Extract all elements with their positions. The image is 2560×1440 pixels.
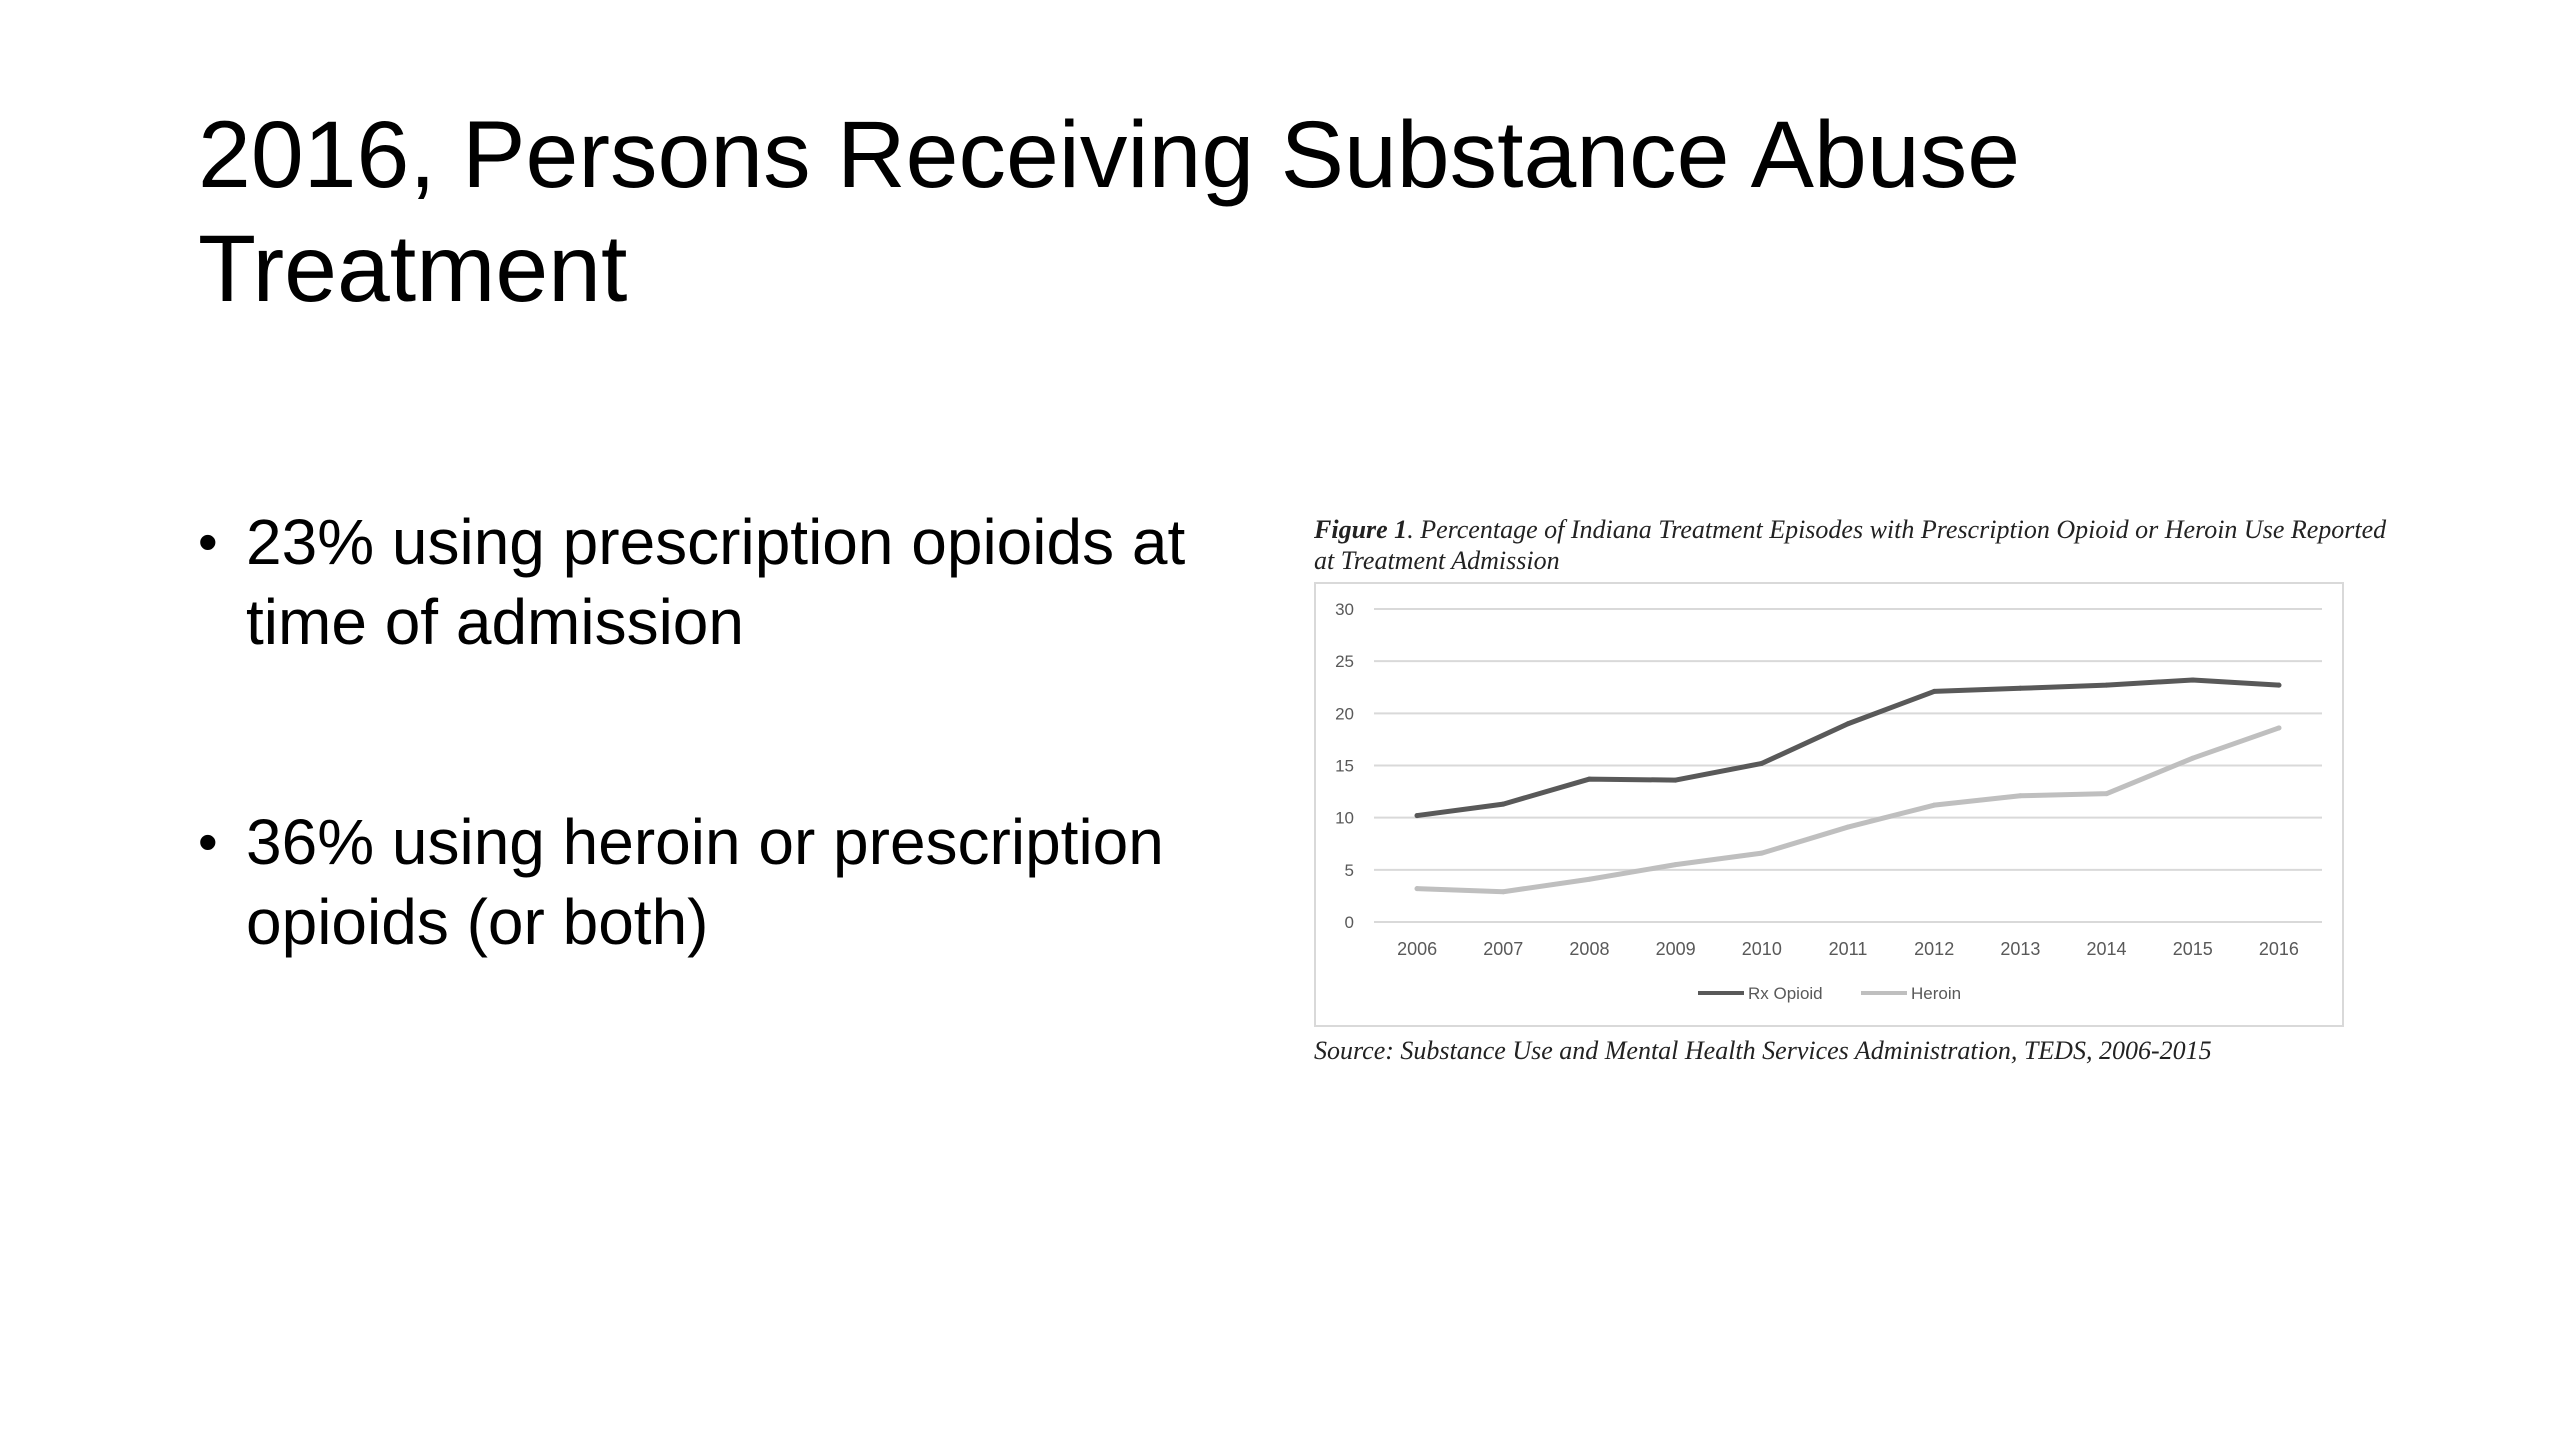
x-tick-label: 2015 — [2173, 939, 2213, 959]
x-tick-label: 2006 — [1397, 939, 1437, 959]
y-tick-label: 5 — [1345, 861, 1354, 880]
y-tick-label: 30 — [1335, 600, 1354, 619]
bullet-icon: • — [198, 810, 218, 873]
figure-caption: Figure 1. Percentage of Indiana Treatmen… — [1314, 514, 2404, 576]
legend-label: Rx Opioid — [1748, 984, 1823, 1003]
data-point — [1500, 801, 1506, 807]
x-tick-label: 2014 — [2087, 939, 2127, 959]
bullet-text: 23% using prescription opioids at time o… — [246, 506, 1186, 658]
data-point — [2190, 677, 2196, 683]
data-point — [1931, 688, 1937, 694]
x-tick-label: 2009 — [1656, 939, 1696, 959]
data-point — [1414, 813, 1420, 819]
slide-title: 2016, Persons Receiving Substance Abuse … — [198, 102, 2021, 322]
x-tick-label: 2011 — [1829, 939, 1868, 959]
data-point — [2017, 793, 2023, 799]
x-tick-label: 2008 — [1569, 939, 1609, 959]
bullet-item: • 36% using heroin or prescription opioi… — [198, 802, 1258, 962]
bullet-list: • 23% using prescription opioids at time… — [198, 502, 1258, 962]
data-point — [2104, 791, 2110, 797]
legend-label: Heroin — [1911, 984, 1961, 1003]
x-tick-label: 2010 — [1742, 939, 1782, 959]
data-point — [2190, 755, 2196, 761]
data-point — [2017, 685, 2023, 691]
data-point — [2276, 725, 2282, 731]
data-point — [2104, 682, 2110, 688]
data-point — [1414, 886, 1420, 892]
figure: Figure 1. Percentage of Indiana Treatmen… — [1314, 514, 2404, 1066]
y-tick-label: 15 — [1335, 757, 1354, 776]
bullet-icon: • — [198, 510, 218, 573]
data-point — [1931, 802, 1937, 808]
data-point — [1586, 776, 1592, 782]
series-line-rx-opioid — [1414, 677, 2282, 819]
data-point — [1845, 824, 1851, 830]
y-tick-label: 10 — [1335, 809, 1354, 828]
x-tick-label: 2013 — [2000, 939, 2040, 959]
figure-caption-label: Figure 1 — [1314, 515, 1408, 544]
series-line-heroin — [1414, 725, 2282, 895]
x-tick-label: 2012 — [1914, 939, 1954, 959]
x-tick-label: 2007 — [1483, 939, 1523, 959]
data-point — [1673, 777, 1679, 783]
data-point — [1586, 876, 1592, 882]
bullet-text: 36% using heroin or prescription opioids… — [246, 806, 1164, 958]
y-tick-label: 0 — [1345, 913, 1354, 932]
figure-caption-text: . Percentage of Indiana Treatment Episod… — [1314, 515, 2387, 575]
bullet-item: • 23% using prescription opioids at time… — [198, 502, 1258, 662]
data-point — [1673, 862, 1679, 868]
data-point — [1759, 850, 1765, 856]
data-point — [1845, 721, 1851, 727]
figure-source: Source: Substance Use and Mental Health … — [1314, 1036, 2212, 1065]
chart-frame: 0 5 10 15 20 25 30 2006 2007 2008 2009 2010 2011 2012… — [1314, 582, 2344, 1027]
x-tick-label: 2016 — [2259, 939, 2299, 959]
data-point — [2276, 682, 2282, 688]
data-point — [1759, 760, 1765, 766]
y-tick-label: 25 — [1335, 652, 1354, 671]
y-tick-label: 20 — [1335, 704, 1354, 723]
data-point — [1500, 889, 1506, 895]
line-chart: 0 5 10 15 20 25 30 2006 2007 2008 2009 2010 2011 2012… — [1335, 600, 2322, 1003]
